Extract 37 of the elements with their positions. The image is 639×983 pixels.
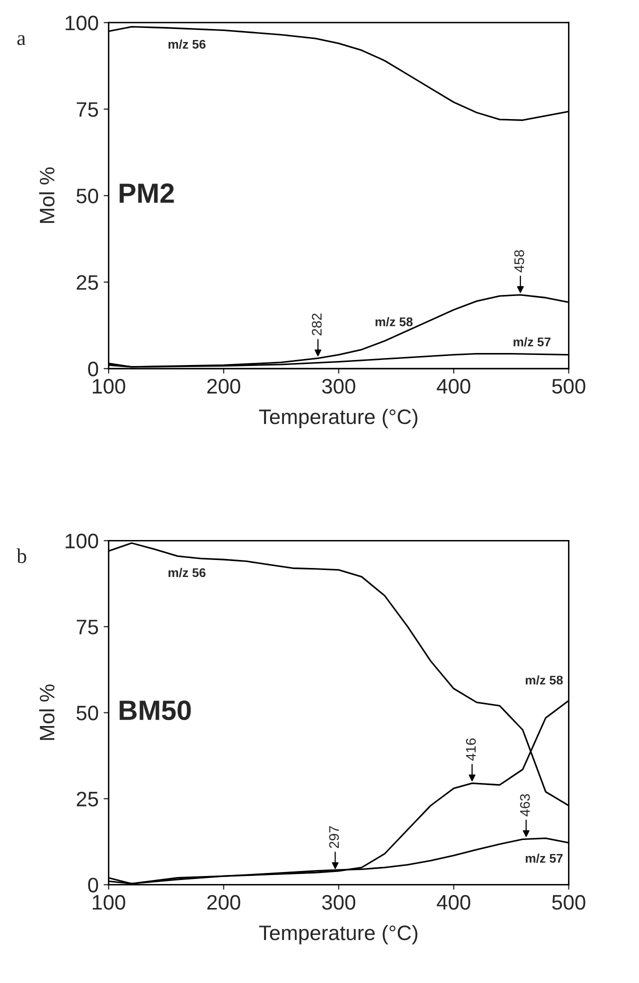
text: PM2 xyxy=(120,183,174,203)
x-tick-label: 300 xyxy=(322,894,356,910)
x-tick-label: 400 xyxy=(436,378,470,394)
x-tick-label: 200 xyxy=(207,894,240,910)
y-tick-label: 100 xyxy=(66,534,98,548)
series-label: m/z 57 xyxy=(514,337,550,346)
x-axis-title: Temperature (°C) xyxy=(259,924,418,944)
annotation: 416 xyxy=(466,738,476,761)
text: BM50 xyxy=(120,700,191,720)
x-tick-label: 200 xyxy=(207,378,240,394)
series-label: m/z 56 xyxy=(168,40,206,49)
y-tick-label: 50 xyxy=(76,706,98,720)
x-tick-label: 500 xyxy=(552,894,586,910)
series-label: m/z 57 xyxy=(526,854,563,863)
x-tick-label: 500 xyxy=(552,378,586,394)
x-tick-label: 300 xyxy=(322,378,356,394)
annotation: 297 xyxy=(329,826,339,848)
annotation: 282 xyxy=(312,314,322,336)
series-label: m/z 56 xyxy=(168,568,206,578)
y-axis-title: Mol % xyxy=(39,684,54,740)
y-tick-label: 50 xyxy=(76,188,98,204)
y-tick-label: 25 xyxy=(76,275,98,290)
chart-title: b xyxy=(16,548,26,564)
y-tick-label: 75 xyxy=(76,620,98,634)
x-axis-title: Temperature (°C) xyxy=(259,408,418,428)
y-tick-label: 75 xyxy=(76,102,98,117)
y-tick-label: 0 xyxy=(88,878,98,892)
series-label: m/z 58 xyxy=(526,675,563,685)
y-tick-label: 25 xyxy=(76,792,98,806)
annotation: 458 xyxy=(514,250,524,272)
x-tick-label: 400 xyxy=(436,894,470,910)
series-label: m/z 58 xyxy=(376,317,413,326)
y-tick-label: 100 xyxy=(66,16,98,30)
y-axis-title: Mol % xyxy=(39,167,54,223)
chart-title: a xyxy=(17,35,26,46)
annotation: 463 xyxy=(520,794,530,816)
y-tick-label: 0 xyxy=(88,362,98,376)
